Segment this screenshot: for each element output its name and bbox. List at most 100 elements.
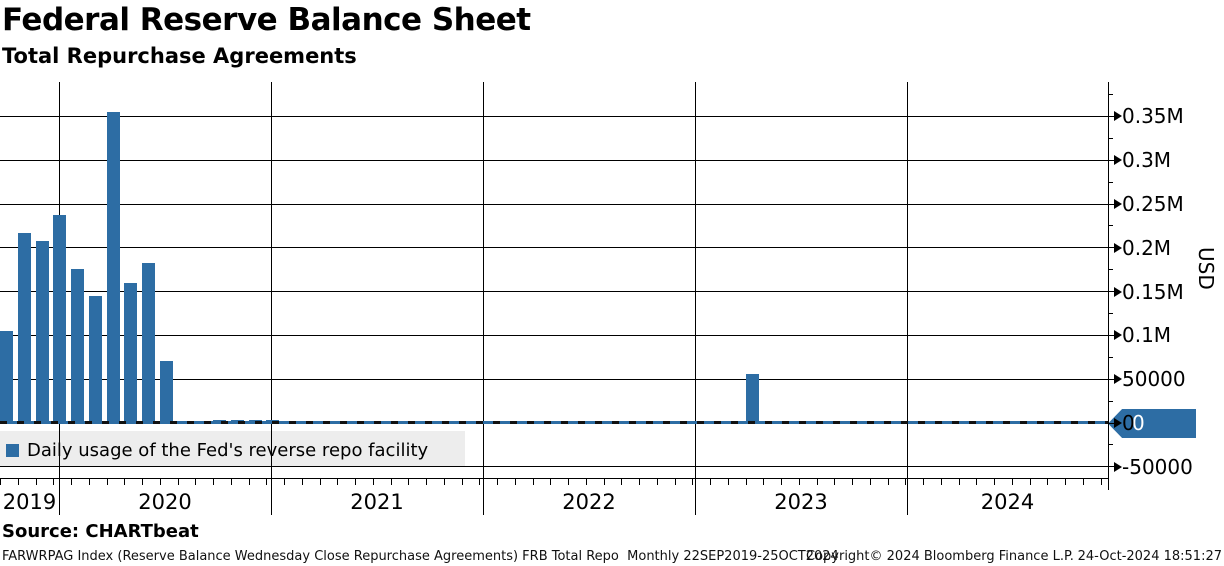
x-minor-tick xyxy=(692,479,694,485)
y-tick-arrow-icon xyxy=(1114,418,1122,428)
x-minor-tick xyxy=(585,479,587,485)
footer-security-description: FARWRPAG Index (Reserve Balance Wednesda… xyxy=(2,549,839,564)
y-minor-tick xyxy=(1108,444,1113,446)
x-minor-tick xyxy=(727,479,729,485)
source-line: Source: CHARTbeat xyxy=(2,521,199,542)
x-axis-line xyxy=(0,478,1108,479)
bar xyxy=(745,373,759,423)
y-tick-label: -50000 xyxy=(1122,454,1193,479)
x-minor-tick xyxy=(372,479,374,485)
x-minor-tick xyxy=(35,479,37,485)
x-minor-tick xyxy=(53,479,55,485)
y-tick-arrow-icon xyxy=(1114,242,1122,253)
x-minor-tick xyxy=(781,479,782,485)
x-minor-tick xyxy=(958,479,960,485)
y-minor-tick xyxy=(1108,269,1113,271)
y-tick-label: 0.3M xyxy=(1122,148,1172,173)
x-minor-tick xyxy=(656,479,658,485)
x-minor-tick xyxy=(0,479,1,485)
x-minor-tick xyxy=(213,479,214,485)
x-minor-tick xyxy=(230,479,232,485)
h-gridline xyxy=(0,115,1108,117)
y-minor-tick xyxy=(1108,181,1113,183)
x-minor-tick xyxy=(71,479,72,485)
x-minor-tick xyxy=(603,479,605,485)
y-tick-arrow-icon xyxy=(1114,374,1122,385)
y-tick-arrow-icon xyxy=(1114,199,1122,209)
x-minor-tick xyxy=(1047,479,1049,485)
y-tick-label: 0.1M xyxy=(1122,323,1172,348)
y-tick-label: 0.15M xyxy=(1122,279,1184,304)
h-gridline xyxy=(0,159,1108,161)
x-minor-tick xyxy=(852,479,853,485)
x-minor-tick xyxy=(408,479,410,485)
bar xyxy=(71,268,84,423)
h-gridline xyxy=(0,291,1108,293)
y-tick-arrow-icon xyxy=(1114,461,1122,472)
h-gridline xyxy=(0,378,1108,380)
y-minor-tick xyxy=(1108,225,1113,227)
y-minor-tick xyxy=(1108,400,1113,402)
bar xyxy=(53,215,67,423)
x-minor-tick xyxy=(1082,479,1084,485)
y-major-tick xyxy=(1108,203,1117,205)
x-minor-tick xyxy=(887,479,889,485)
y-major-tick xyxy=(1108,422,1117,424)
x-minor-tick xyxy=(124,479,126,485)
x-minor-tick xyxy=(798,479,800,485)
year-label: 2021 xyxy=(350,490,404,514)
x-minor-tick xyxy=(142,479,143,485)
bar xyxy=(88,295,102,423)
year-label: 2024 xyxy=(980,490,1035,514)
last-value-tag: 0 xyxy=(1108,409,1196,438)
h-gridline xyxy=(0,334,1108,336)
footer-copyright: Copyright© 2024 Bloomberg Finance L.P. xyxy=(806,549,1074,564)
x-minor-tick xyxy=(337,479,339,485)
bar xyxy=(106,112,120,423)
legend-item[interactable]: Daily usage of the Fed's reverse repo fa… xyxy=(6,440,428,461)
x-minor-tick xyxy=(461,479,463,485)
year-gridline xyxy=(907,82,908,515)
legend-label: Daily usage of the Fed's reverse repo fa… xyxy=(27,440,429,461)
y-tick-label: 0 xyxy=(1122,411,1135,435)
y-major-tick xyxy=(1108,334,1117,336)
x-minor-tick xyxy=(869,479,871,485)
year-gridline xyxy=(483,82,484,515)
year-label: 2019 xyxy=(2,490,57,514)
x-minor-tick xyxy=(994,479,995,485)
bar xyxy=(142,262,155,423)
x-minor-tick xyxy=(195,479,197,485)
y-major-tick xyxy=(1108,247,1117,249)
y-major-tick xyxy=(1108,378,1117,380)
year-label: 2022 xyxy=(562,490,616,514)
x-minor-tick xyxy=(923,479,924,485)
y-tick-arrow-icon xyxy=(1114,286,1122,297)
year-label: 2023 xyxy=(774,490,828,514)
x-minor-tick xyxy=(674,479,676,485)
x-minor-tick xyxy=(443,479,445,485)
y-tick-label: 0.25M xyxy=(1122,192,1184,216)
year-gridline xyxy=(695,82,696,515)
x-minor-tick xyxy=(319,479,321,485)
x-minor-tick xyxy=(763,479,765,485)
y-axis-line xyxy=(1108,82,1109,490)
bar xyxy=(159,360,173,423)
y-minor-tick xyxy=(1108,94,1113,95)
y-tick-label: 0.35M xyxy=(1122,104,1184,129)
x-minor-tick xyxy=(17,479,19,485)
x-minor-tick xyxy=(532,479,534,485)
x-minor-tick xyxy=(1100,479,1102,485)
footer-timestamp: 24-Oct-2024 18:51:27 xyxy=(1077,549,1222,564)
x-minor-tick xyxy=(905,479,907,485)
y-tick-label: 0.2M xyxy=(1122,235,1172,260)
x-minor-tick xyxy=(550,479,552,485)
x-minor-tick xyxy=(301,479,303,485)
y-tick-arrow-icon xyxy=(1114,330,1122,341)
h-gridline xyxy=(0,247,1108,249)
legend-swatch-icon xyxy=(6,444,19,457)
x-minor-tick xyxy=(745,479,747,485)
y-tick-label: 50000 xyxy=(1122,367,1186,392)
